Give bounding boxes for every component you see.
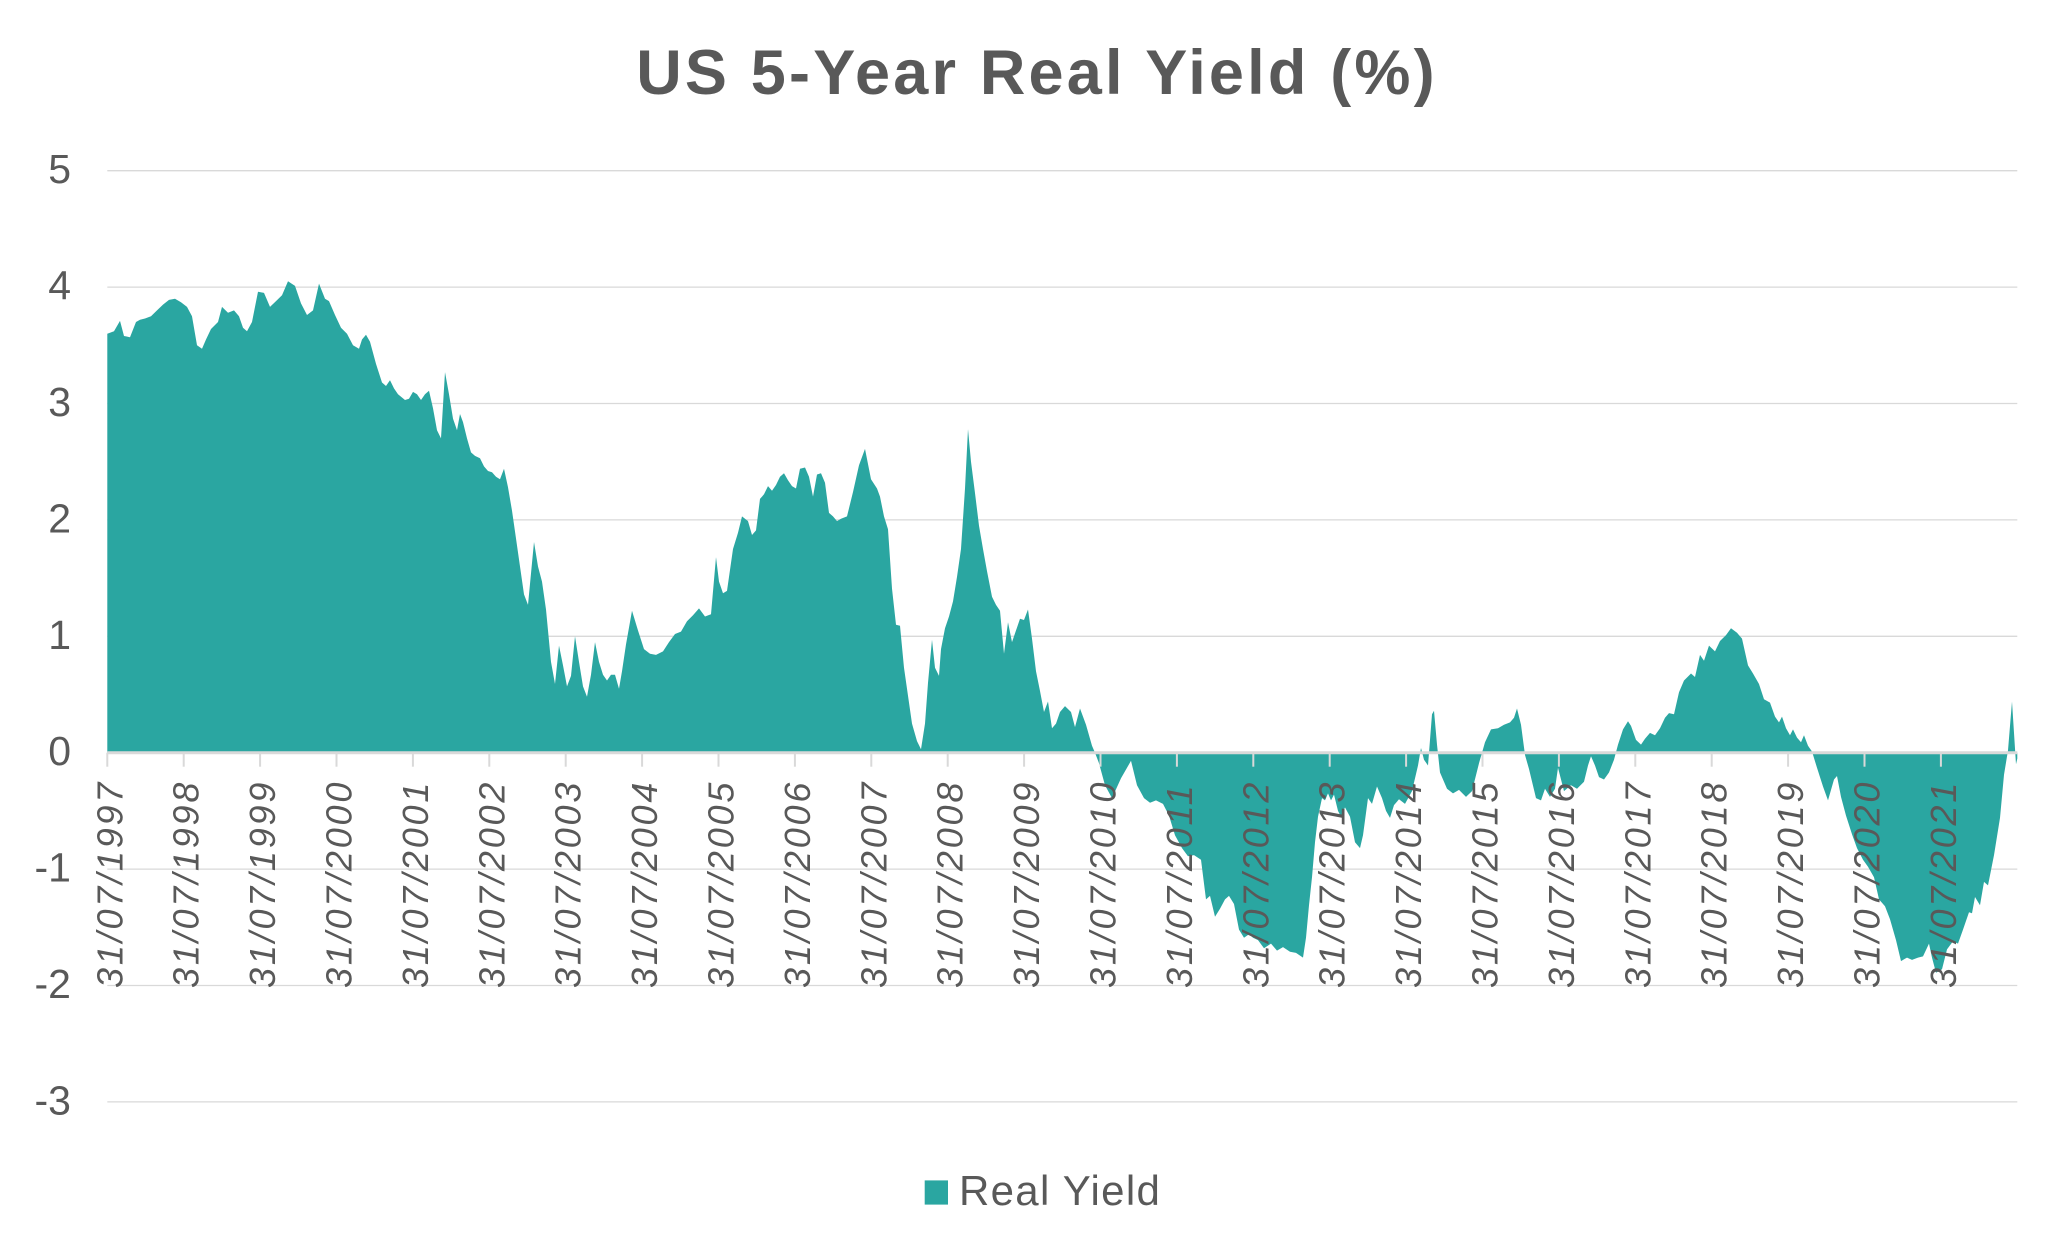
svg-text:31/07/2003: 31/07/2003	[548, 780, 589, 988]
svg-text:31/07/2015: 31/07/2015	[1465, 780, 1506, 988]
svg-text:31/07/2020: 31/07/2020	[1847, 780, 1888, 988]
svg-text:31/07/2018: 31/07/2018	[1694, 780, 1735, 988]
svg-text:31/07/2019: 31/07/2019	[1770, 780, 1811, 988]
svg-text:4: 4	[48, 263, 71, 309]
svg-text:5: 5	[48, 146, 71, 192]
svg-text:31/07/2016: 31/07/2016	[1541, 780, 1582, 988]
svg-text:31/07/1997: 31/07/1997	[89, 780, 130, 988]
svg-text:31/07/2007: 31/07/2007	[853, 780, 894, 988]
svg-text:3: 3	[48, 379, 71, 425]
svg-text:-1: -1	[35, 845, 71, 891]
svg-text:31/07/2005: 31/07/2005	[701, 780, 742, 988]
svg-text:31/07/2010: 31/07/2010	[1083, 780, 1124, 988]
svg-text:31/07/2009: 31/07/2009	[1006, 780, 1047, 988]
svg-text:US 5-Year Real Yield (%): US 5-Year Real Yield (%)	[636, 38, 1438, 108]
svg-text:31/07/2004: 31/07/2004	[624, 780, 665, 988]
svg-text:31/07/2013: 31/07/2013	[1312, 780, 1353, 988]
svg-text:0: 0	[48, 728, 71, 774]
svg-text:2: 2	[48, 495, 71, 541]
svg-text:31/07/2006: 31/07/2006	[777, 780, 818, 988]
svg-text:31/07/2008: 31/07/2008	[930, 780, 971, 988]
svg-text:31/07/2021: 31/07/2021	[1923, 780, 1964, 988]
svg-text:31/07/2011: 31/07/2011	[1159, 782, 1200, 988]
svg-text:31/07/1998: 31/07/1998	[166, 780, 207, 988]
svg-text:31/07/2000: 31/07/2000	[319, 780, 360, 988]
svg-text:Real Yield: Real Yield	[959, 1167, 1161, 1214]
svg-text:31/07/2002: 31/07/2002	[471, 780, 512, 988]
svg-text:-3: -3	[35, 1077, 71, 1123]
svg-text:31/07/2017: 31/07/2017	[1617, 780, 1658, 988]
svg-text:31/07/2001: 31/07/2001	[395, 780, 436, 988]
svg-text:31/07/2014: 31/07/2014	[1388, 780, 1429, 988]
svg-text:-2: -2	[35, 961, 71, 1007]
svg-text:31/07/2012: 31/07/2012	[1235, 780, 1276, 988]
svg-text:31/07/1999: 31/07/1999	[242, 780, 283, 988]
svg-text:1: 1	[48, 612, 71, 658]
